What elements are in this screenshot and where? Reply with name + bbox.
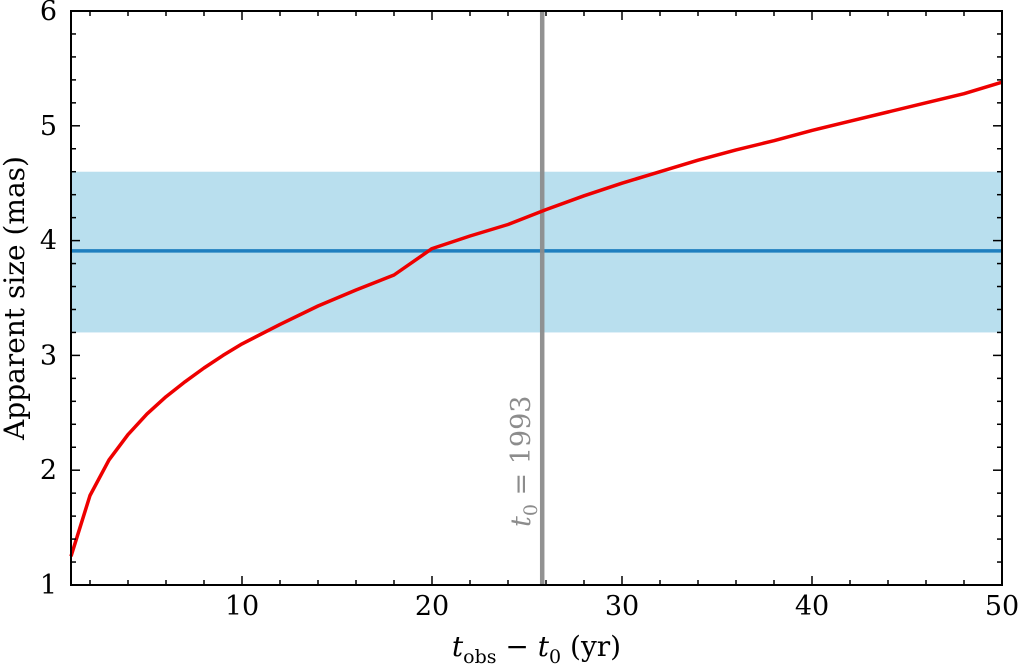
xlabel-unit: (yr) — [561, 630, 621, 663]
x-tick-label: 20 — [415, 591, 449, 622]
series-layer — [69, 80, 1003, 557]
y-tick-label: 3 — [40, 340, 57, 371]
plot-frame — [70, 10, 1003, 586]
series-line-0 — [69, 80, 1003, 557]
x-tick-label: 50 — [985, 591, 1019, 622]
y-tick-label: 2 — [40, 455, 57, 486]
uncertainty-band-layer — [71, 171, 1002, 333]
x-tick-label: 40 — [795, 591, 829, 622]
y-tick-label: 5 — [40, 111, 57, 142]
xlabel-sub-0: 0 — [549, 646, 561, 665]
y-axis-label: Apparent size (mas) — [0, 156, 31, 441]
y-tick-label: 4 — [40, 226, 57, 257]
ticks-layer — [71, 10, 1003, 586]
reference-line-label: t0 = 1993 — [506, 396, 542, 527]
y-tick-label: 6 — [40, 0, 57, 27]
xlabel-minus: − — [497, 630, 538, 663]
y-tick-label: 1 — [40, 570, 57, 601]
ref-label-t: t — [506, 516, 537, 527]
x-tick-label: 30 — [605, 591, 639, 622]
xlabel-t0: t — [538, 630, 550, 663]
ref-label-sub: 0 — [520, 504, 542, 516]
xlabel-t: t — [452, 630, 464, 663]
x-tick-label: 10 — [225, 591, 259, 622]
xlabel-sub-obs: obs — [463, 646, 496, 665]
x-axis-label: tobs − t0 (yr) — [452, 630, 621, 665]
tick-labels: 10 20 30 40 50 1 2 3 4 5 6 — [40, 0, 1019, 622]
ref-label-tail: = 1993 — [506, 396, 537, 505]
